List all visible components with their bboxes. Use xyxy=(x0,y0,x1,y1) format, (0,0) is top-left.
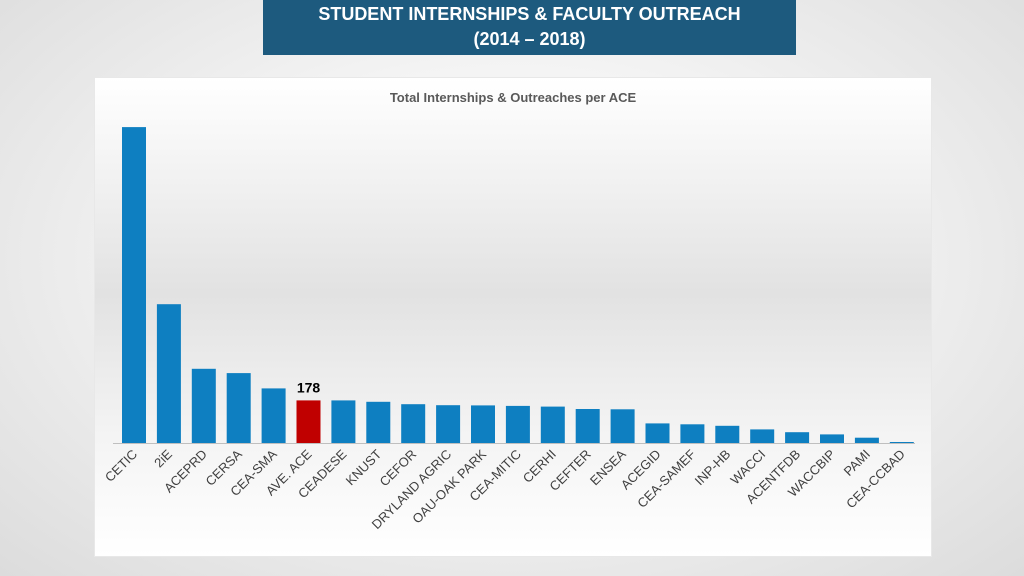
bar-cefter xyxy=(575,409,600,443)
bar-cea-sma xyxy=(261,388,286,443)
title-banner: STUDENT INTERNSHIPS & FACULTY OUTREACH (… xyxy=(263,0,796,55)
bar-cetic xyxy=(122,127,146,443)
bar-ensea xyxy=(610,409,635,443)
bar-cersa xyxy=(226,373,251,443)
bar-cerhi xyxy=(540,406,565,443)
bar-dryland-agric xyxy=(436,405,461,443)
chart-title: Total Internships & Outreaches per ACE xyxy=(390,90,637,105)
bar-aceprd xyxy=(191,368,216,443)
data-label-ave-ace: 178 xyxy=(297,379,321,395)
bar-oau-oak-park xyxy=(471,405,495,443)
bar-acentfdb xyxy=(785,432,810,443)
bar-acegid xyxy=(645,423,670,443)
tick-label-pami: PAMI xyxy=(841,447,873,479)
bar-waccbip xyxy=(820,434,844,443)
bar-chart: Total Internships & Outreaches per ACE C… xyxy=(102,90,915,532)
bar-2ie xyxy=(156,304,181,443)
bar-knust xyxy=(366,401,391,443)
tick-label-2ie: 2iE xyxy=(151,446,175,470)
title-line-1: STUDENT INTERNSHIPS & FACULTY OUTREACH xyxy=(318,4,741,24)
bar-cefor xyxy=(401,404,426,443)
title-line-2: (2014 – 2018) xyxy=(473,29,586,49)
tick-label-knust: KNUST xyxy=(343,446,385,488)
bar-cea-mitic xyxy=(505,405,530,443)
bar-cea-samef xyxy=(680,424,705,443)
bar-pami xyxy=(854,437,879,443)
tick-label-cetic: CETIC xyxy=(102,447,140,485)
bar-ceadese xyxy=(331,400,356,443)
tick-label-inp-hb: INP-HB xyxy=(692,447,734,489)
bar-wacci xyxy=(750,429,775,443)
bar-cea-ccbad xyxy=(889,442,914,443)
bar-ave-ace xyxy=(296,400,321,443)
bar-inp-hb xyxy=(715,425,740,443)
chart-card: Total Internships & Outreaches per ACE C… xyxy=(94,77,932,557)
